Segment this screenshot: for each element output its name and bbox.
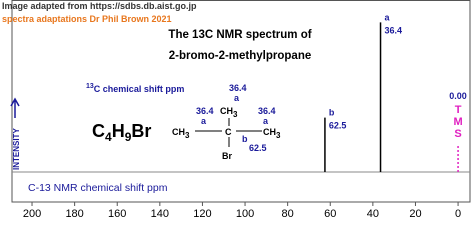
tms-letter: M	[453, 116, 462, 128]
y-arrow	[10, 97, 20, 118]
carbon-shift: 36.4	[196, 106, 214, 116]
carbon-shift: 36.4	[258, 106, 276, 116]
methyl: CH3	[263, 127, 281, 140]
x-tick-label: 20	[409, 208, 421, 220]
tms-letter: T	[455, 104, 462, 116]
chart: Image adapted from https://sdbs.db.aist.…	[2, 0, 471, 220]
halogen: Br	[222, 151, 232, 161]
methyl-sub: 3	[233, 110, 238, 119]
caption-text: C chemical shift ppm	[94, 84, 185, 94]
reference-shift: 0.00	[449, 91, 467, 101]
y-axis-label: INTENSITY	[12, 128, 21, 170]
carbon-shift: 36.4	[229, 83, 247, 93]
x-axis-label: C-13 NMR chemical shift ppm	[28, 182, 168, 194]
formula-sub: 4	[105, 130, 112, 144]
x-tick-label: 0	[455, 208, 461, 220]
superscript: 13	[86, 83, 94, 90]
credit: spectra adaptations Dr Phil Brown 2021	[2, 14, 172, 24]
tms-letter: S	[454, 128, 461, 140]
carbon-letter: b	[242, 134, 248, 144]
methyl-sub: 3	[185, 131, 190, 140]
methyl: CH3	[220, 106, 238, 119]
formula-sub: 9	[125, 130, 132, 144]
formula-part: H	[112, 121, 125, 141]
chart-title: The 13C NMR spectrum of	[168, 29, 311, 41]
x-tick-label: 80	[282, 208, 294, 220]
x-tick-label: 100	[236, 208, 254, 220]
carbon-letter: a	[234, 93, 240, 103]
chart-title: 2-bromo-2-methylpropane	[169, 50, 312, 62]
peak-letter: a	[385, 12, 391, 22]
peak-shift: 62.5	[329, 121, 347, 131]
credit: Image adapted from https://sdbs.db.aist.…	[2, 1, 197, 11]
peak-shift: 36.4	[385, 25, 403, 35]
formula: C4H9Br	[92, 121, 151, 144]
x-tick-label: 180	[65, 208, 83, 220]
center-atom: C	[225, 127, 232, 137]
plot-frame	[11, 0, 471, 203]
carbon-letter: a	[201, 116, 207, 126]
x-tick-label: 140	[151, 208, 169, 220]
methyl-ch: CH	[220, 106, 233, 116]
carbon-shift: 62.5	[249, 143, 267, 153]
methyl-ch: CH	[172, 127, 185, 137]
carbon-letter: a	[263, 116, 269, 126]
formula-part: C	[92, 121, 105, 141]
methyl: CH3	[172, 127, 190, 140]
x-tick-label: 200	[23, 208, 41, 220]
peak-letter: b	[329, 108, 335, 118]
x-tick-label: 160	[108, 208, 126, 220]
methyl-ch: CH	[263, 127, 276, 137]
x-tick-label: 120	[193, 208, 211, 220]
shift-caption: 13C chemical shift ppm	[86, 83, 184, 94]
x-tick-label: 60	[324, 208, 336, 220]
formula-part: Br	[131, 121, 151, 141]
methyl-sub: 3	[276, 131, 281, 140]
x-tick-label: 40	[367, 208, 379, 220]
